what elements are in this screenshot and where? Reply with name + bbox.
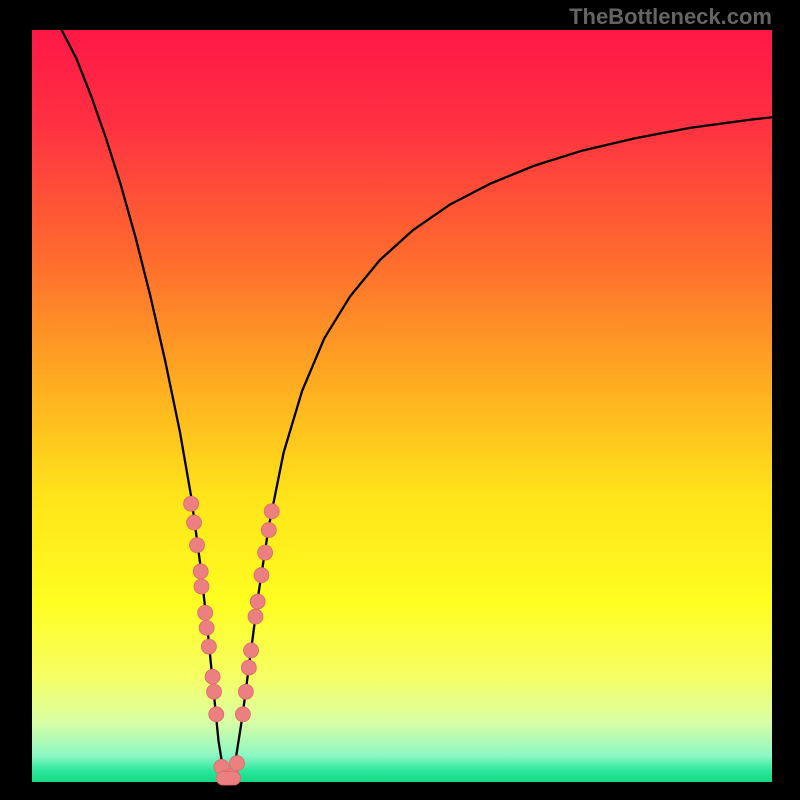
curve-marker [238,684,253,699]
curve-marker [250,594,265,609]
curve-marker [194,579,209,594]
curve-marker [199,620,214,635]
curve-marker [184,496,199,511]
apex-band [216,771,240,785]
curve-marker [244,643,259,658]
curve-marker [229,756,244,771]
curve-marker [261,523,276,538]
curve-marker [190,538,205,553]
curve-marker [201,639,216,654]
curve-marker [248,609,263,624]
curve-marker [258,545,273,560]
gradient-rect [32,30,772,782]
curve-marker [193,564,208,579]
curve-marker [264,504,279,519]
watermark-text: TheBottleneck.com [569,4,772,30]
curve-marker [241,660,256,675]
chart-frame: TheBottleneck.com [0,0,800,800]
curve-marker [209,707,224,722]
chart-svg-overlay [0,0,800,800]
curve-marker [235,707,250,722]
curve-marker [198,605,213,620]
curve-marker [205,669,220,684]
curve-marker [207,684,222,699]
curve-marker [254,568,269,583]
curve-marker [187,515,202,530]
